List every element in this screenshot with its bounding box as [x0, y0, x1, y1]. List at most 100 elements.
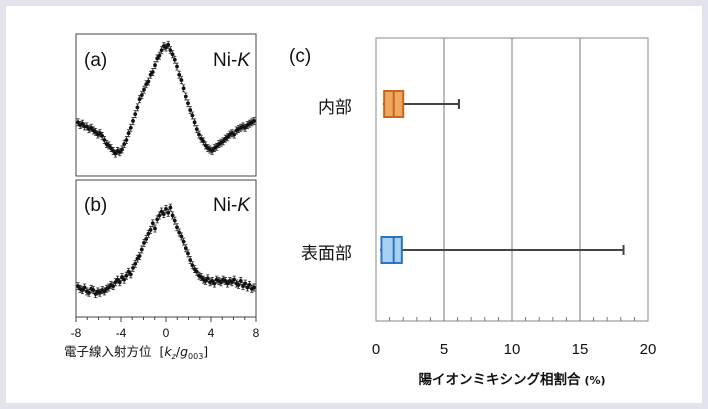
data-point	[172, 57, 177, 62]
figure-frame: (a) Ni-K (b) Ni-K -8 -4 0 4 8 電子線入射方位 [kz…	[6, 6, 702, 403]
x-tick-label: 0	[163, 326, 170, 340]
data-point	[188, 258, 193, 262]
data-point	[252, 119, 256, 123]
data-point	[128, 272, 133, 277]
data-point	[124, 138, 129, 142]
box	[380, 236, 403, 264]
data-point	[161, 212, 166, 217]
data-point	[201, 139, 206, 144]
data-point	[128, 125, 133, 130]
data-point	[205, 276, 210, 281]
c-x-axis-title: 陽イオンミキシング相割合 (%)	[418, 371, 605, 388]
data-point	[177, 230, 182, 235]
panel-c: (c) 内部 表面部 0 5 10 15 20 陽イオンミキシング相割合 (%)	[289, 37, 657, 388]
data-point	[157, 213, 162, 218]
x-axis-title: 電子線入射方位 [kz/g003]	[64, 344, 208, 361]
panel-b: (b) Ni-K	[75, 179, 257, 318]
data-point	[120, 147, 124, 152]
data-point	[194, 127, 199, 132]
data-point	[170, 52, 175, 57]
data-point	[170, 213, 175, 218]
data-point	[122, 142, 127, 146]
data-point	[190, 113, 195, 118]
data-point	[137, 254, 142, 258]
category-label-surface: 表面部	[301, 244, 352, 264]
data-point	[124, 273, 129, 278]
data-point	[190, 263, 195, 268]
data-point	[111, 284, 116, 289]
panel-b-tick-marks	[75, 317, 257, 322]
c-x-tick-label: 10	[504, 341, 521, 358]
data-point	[166, 210, 171, 215]
data-point	[181, 239, 186, 244]
data-point	[87, 290, 91, 295]
data-point	[126, 131, 131, 136]
data-point	[137, 97, 142, 102]
data-point	[238, 279, 243, 283]
data-point	[139, 93, 144, 98]
panel-c-minor-ticks	[389, 317, 635, 321]
data-point	[183, 94, 188, 99]
data-point	[82, 285, 87, 290]
data-point	[155, 217, 160, 222]
data-point	[102, 138, 107, 142]
panel-c-label: (c)	[289, 46, 311, 67]
data-point	[133, 112, 138, 117]
data-point	[100, 134, 105, 138]
panel-a-points	[76, 40, 256, 158]
figure-svg: (a) Ni-K (b) Ni-K -8 -4 0 4 8 電子線入射方位 [kz…	[64, 33, 657, 388]
data-point	[236, 282, 241, 287]
boxplot-internal	[382, 90, 460, 118]
data-point	[188, 108, 193, 112]
data-point	[142, 241, 146, 245]
panel-b-series-label: Ni-K	[213, 195, 251, 216]
data-point	[186, 101, 190, 106]
data-point	[146, 79, 151, 84]
data-point	[91, 288, 96, 293]
data-point	[175, 64, 179, 69]
boxplot-surface	[380, 236, 625, 264]
data-point	[192, 120, 197, 125]
data-point	[131, 265, 135, 270]
x-tick-label: -8	[71, 326, 82, 340]
data-point	[194, 269, 199, 274]
c-x-tick-label: 20	[640, 341, 657, 358]
data-point	[148, 227, 153, 232]
data-point	[186, 251, 190, 256]
data-point	[177, 72, 182, 77]
data-point	[131, 119, 135, 123]
panel-b-x-axis: -8 -4 0 4 8 電子線入射方位 [kz/g003]	[64, 317, 260, 361]
category-label-internal: 内部	[318, 98, 352, 118]
data-point	[181, 86, 186, 91]
data-point	[179, 234, 184, 239]
panel-a-label: (a)	[84, 50, 107, 71]
x-tick-label: 8	[253, 326, 260, 340]
data-point	[117, 280, 122, 285]
panel-b-points	[76, 203, 256, 298]
data-point	[168, 48, 173, 53]
c-x-tick-label: 5	[440, 341, 448, 358]
data-point	[175, 225, 179, 230]
data-point	[172, 218, 177, 223]
data-point	[146, 231, 151, 236]
panel-b-frame	[75, 179, 257, 318]
c-x-tick-label: 0	[372, 341, 380, 358]
x-tick-label: -4	[116, 326, 127, 340]
data-point	[153, 226, 157, 231]
panel-a-frame	[75, 33, 257, 177]
data-point	[243, 281, 248, 286]
data-point	[150, 221, 155, 226]
c-x-tick-label: 15	[572, 341, 589, 358]
panel-a-series-label: Ni-K	[213, 50, 251, 71]
panel-c-gridlines	[443, 38, 581, 321]
data-point	[183, 246, 188, 251]
data-point	[247, 282, 252, 287]
data-point	[122, 277, 127, 282]
data-point	[212, 281, 217, 286]
data-point	[153, 63, 157, 68]
data-point	[232, 132, 237, 137]
data-point	[168, 205, 173, 210]
data-point	[135, 105, 140, 110]
data-point	[159, 48, 164, 53]
data-point	[144, 237, 149, 241]
